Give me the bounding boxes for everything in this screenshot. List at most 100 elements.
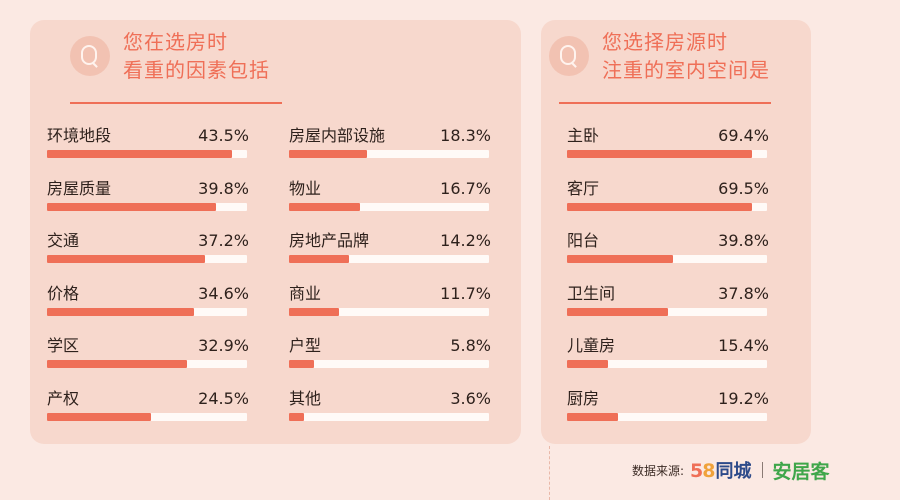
logo-58tongcheng: 58同城 [690, 460, 752, 482]
bar-item: 客厅 69.5% [567, 179, 775, 219]
bar-fill [47, 307, 194, 316]
bar-track [567, 412, 767, 421]
bar-value-label: 24.5% [198, 388, 249, 408]
bar-item: 交通 37.2% [47, 231, 255, 271]
bar-item: 商业 11.7% [289, 284, 497, 324]
bar-track [567, 202, 767, 211]
bar-value-label: 39.8% [718, 231, 769, 250]
bar-track [567, 360, 767, 368]
rooms-title-line1: 您选择房源时 [602, 30, 728, 54]
bar-item: 房地产品牌 14.2% [289, 231, 497, 271]
bar-category-label: 交通 [47, 231, 80, 250]
bar-value-label: 15.4% [718, 336, 769, 355]
bar-value-label: 32.9% [198, 336, 249, 355]
bar-value-label: 3.6% [450, 388, 491, 408]
logo-anjuke: 安居客 [772, 460, 830, 483]
bar-item: 房屋内部设施 18.3% [289, 126, 497, 166]
bar-category-label: 卫生间 [567, 283, 616, 303]
factors-title-line1: 您在选房时 [123, 30, 228, 54]
bar-item: 价格 34.6% [47, 284, 255, 324]
factors-panel: 您在选房时 看重的因素包括 环境地段 43.5% 房屋质量 39.8% 交通 37.2% 价… [30, 20, 521, 444]
bar-value-label: 39.8% [198, 178, 249, 198]
bar-value-label: 19.2% [718, 388, 769, 408]
bar-category-label: 房地产品牌 [289, 231, 370, 250]
question-icon [70, 36, 110, 76]
bar-value-label: 69.4% [718, 126, 769, 145]
bar-category-label: 主卧 [567, 126, 600, 145]
bar-track [289, 360, 489, 368]
bar-item: 环境地段 43.5% [47, 126, 255, 166]
decorative-dashed-line [549, 446, 550, 500]
bar-track [567, 150, 767, 158]
bar-category-label: 房屋质量 [47, 178, 112, 198]
bar-value-label: 11.7% [440, 283, 491, 303]
bar-value-label: 43.5% [198, 126, 249, 145]
question-icon [549, 36, 589, 76]
factors-title: 您在选房时 看重的因素包括 [123, 28, 270, 84]
bar-track [47, 307, 247, 316]
bar-category-label: 其他 [289, 388, 322, 408]
bar-category-label: 阳台 [567, 231, 600, 250]
bar-value-label: 69.5% [718, 178, 769, 198]
bar-fill [567, 150, 752, 158]
bar-category-label: 学区 [47, 336, 80, 355]
bar-item: 主卧 69.4% [567, 126, 775, 166]
bar-fill [567, 412, 618, 421]
bar-track [47, 360, 247, 368]
bar-item: 产权 24.5% [47, 389, 255, 429]
bar-category-label: 儿童房 [567, 336, 616, 355]
bar-value-label: 5.8% [450, 336, 491, 355]
bar-category-label: 物业 [289, 178, 322, 198]
bar-value-label: 37.8% [718, 283, 769, 303]
bar-category-label: 环境地段 [47, 126, 112, 145]
rooms-title-line2: 注重的室内空间是 [602, 58, 770, 82]
bar-fill [47, 150, 232, 158]
bar-track [47, 412, 247, 421]
logo-divider [761, 462, 763, 478]
bar-item: 儿童房 15.4% [567, 336, 775, 376]
rooms-panel: 您选择房源时 注重的室内空间是 主卧 69.4% 客厅 69.5% 阳台 39.8% 卫生间… [541, 20, 811, 444]
rooms-title-underline [559, 102, 771, 104]
logo-58-text: 同城 [715, 461, 752, 482]
bar-fill [567, 360, 608, 368]
factors-title-underline [70, 102, 282, 104]
bar-value-label: 18.3% [440, 126, 491, 145]
factors-title-line2: 看重的因素包括 [123, 58, 270, 82]
bar-track [567, 255, 767, 263]
bar-category-label: 房屋内部设施 [289, 126, 386, 145]
bar-category-label: 客厅 [567, 178, 600, 198]
bar-fill [289, 150, 367, 158]
bar-track [47, 255, 247, 263]
bar-track [289, 412, 489, 421]
source-label: 数据来源: [632, 463, 685, 478]
bar-item: 卫生间 37.8% [567, 284, 775, 324]
bar-category-label: 价格 [47, 283, 80, 303]
bar-item: 房屋质量 39.8% [47, 179, 255, 219]
bar-fill [47, 202, 216, 211]
bar-value-label: 34.6% [198, 283, 249, 303]
bar-track [289, 307, 489, 316]
bar-fill [289, 255, 349, 263]
bar-item: 阳台 39.8% [567, 231, 775, 271]
bar-category-label: 产权 [47, 388, 80, 408]
rooms-title: 您选择房源时 注重的室内空间是 [602, 28, 770, 84]
bar-track [47, 150, 247, 158]
bar-category-label: 厨房 [567, 388, 600, 408]
bar-item: 厨房 19.2% [567, 389, 775, 429]
bar-value-label: 37.2% [198, 231, 249, 250]
bar-item: 户型 5.8% [289, 336, 497, 376]
bar-track [289, 255, 489, 263]
bar-fill [47, 255, 205, 263]
bar-track [289, 202, 489, 211]
bar-value-label: 16.7% [440, 178, 491, 198]
data-source: 数据来源: 58同城 安居客 [632, 458, 830, 483]
bar-item: 其他 3.6% [289, 389, 497, 429]
bar-item: 学区 32.9% [47, 336, 255, 376]
bar-track [567, 307, 767, 316]
bar-category-label: 商业 [289, 283, 322, 303]
bar-value-label: 14.2% [440, 231, 491, 250]
bar-fill [289, 412, 304, 421]
bar-fill [567, 255, 673, 263]
bar-fill [47, 412, 151, 421]
bar-track [289, 150, 489, 158]
